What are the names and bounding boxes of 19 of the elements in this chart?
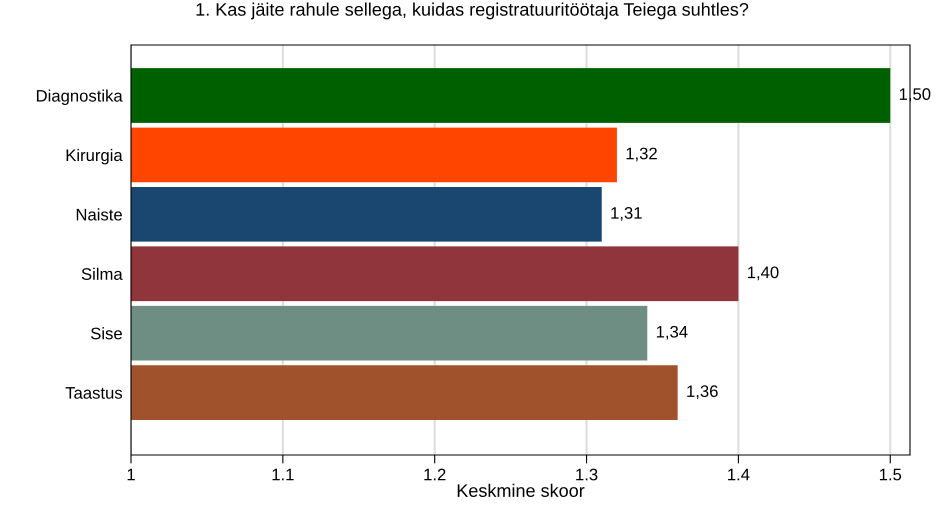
data-label: 1,36 [687, 385, 718, 400]
y-tick-label: Diagnostika [36, 89, 123, 106]
data-label: 1,34 [656, 326, 688, 340]
x-tick-label: 1.5 [880, 468, 902, 480]
x-tick-label: 1 [128, 468, 135, 480]
x-tick-label: 1.3 [576, 468, 598, 480]
y-tick-label: Kirurgia [66, 148, 123, 164]
x-axis-title: Keskmine skoor [458, 484, 584, 497]
x-tick-label: 1.1 [272, 468, 294, 480]
y-tick-label: Sise [91, 327, 122, 340]
y-tick-label: Taastus [66, 387, 122, 399]
data-label: 1,31 [611, 207, 642, 221]
x-tick-label: 1.2 [424, 468, 446, 480]
y-tick-label: Silma [82, 268, 123, 280]
x-tick-label: 1.4 [728, 468, 750, 480]
data-label: 1,32 [626, 148, 657, 162]
y-tick-label: Naiste [76, 208, 122, 221]
data-label: 1,40 [748, 266, 779, 280]
chart-title: 1. Kas jäite rahule sellega, kuidas registratuuritöötaja Teiega suhtles? [196, 2, 748, 20]
